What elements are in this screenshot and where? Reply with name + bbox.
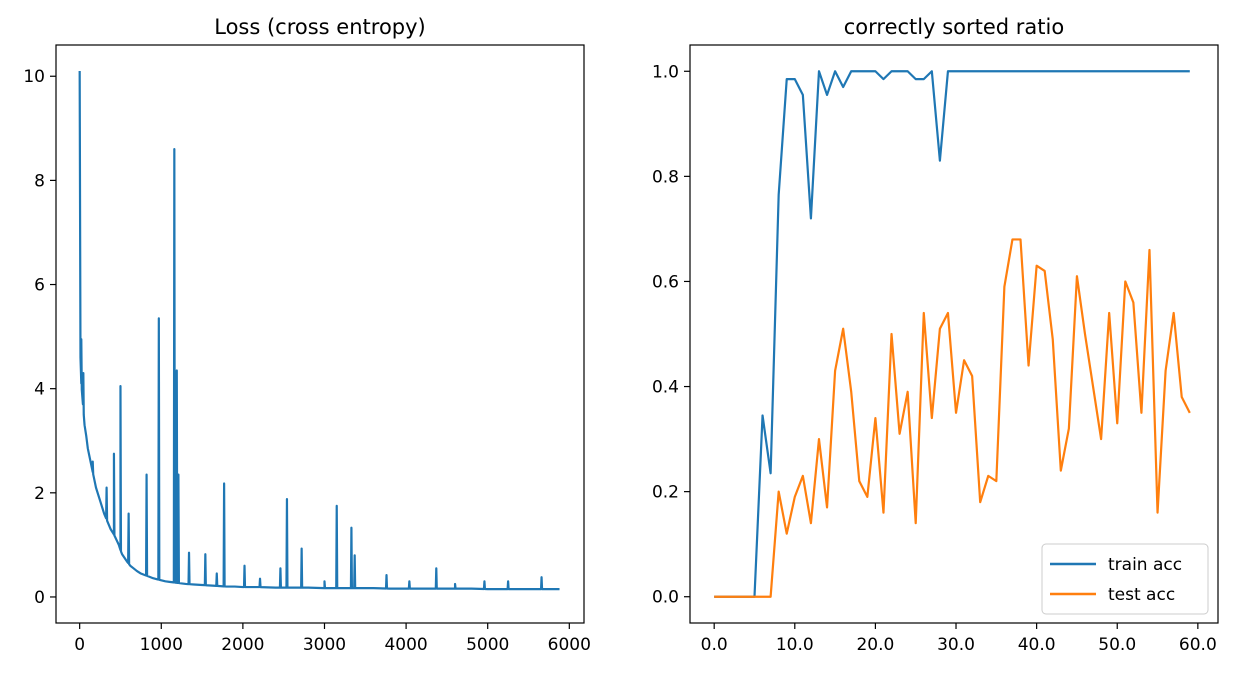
accuracy-x-tick-label: 50.0 <box>1098 635 1136 655</box>
accuracy-x-tick-label: 0.0 <box>701 635 728 655</box>
legend-box <box>1041 543 1209 615</box>
legend: train acc test acc <box>1041 543 1209 615</box>
accuracy-y-tick-label: 0.6 <box>652 272 679 292</box>
accuracy-y-tick-label: 0.8 <box>652 167 679 187</box>
series-line-test-acc <box>714 238 1191 598</box>
loss-y-tick-label: 10 <box>23 67 45 87</box>
loss-y-tick-label: 8 <box>34 171 45 191</box>
accuracy-x-tick-label: 10.0 <box>776 635 814 655</box>
loss-x-tick-label: 6000 <box>548 635 591 655</box>
accuracy-x-tick-label: 40.0 <box>1018 635 1056 655</box>
loss-y-tick-label: 6 <box>34 276 45 296</box>
legend-label-train-acc: train acc <box>1108 555 1182 575</box>
accuracy-y-tick-label: 0.4 <box>652 378 679 398</box>
loss-plot-area: 0 1000 2000 3000 4000 5000 6000 0 2 4 6 8 10 <box>23 67 591 655</box>
accuracy-chart: correctly sorted ratio 0.0 10.0 20.0 30.0 40… <box>652 15 1219 655</box>
accuracy-y-tick-label: 0.2 <box>652 483 679 503</box>
legend-label-test-acc: test acc <box>1108 585 1175 605</box>
accuracy-x-tick-label: 60.0 <box>1179 635 1217 655</box>
loss-x-tick-label: 5000 <box>466 635 509 655</box>
loss-y-tick-label: 4 <box>34 380 45 400</box>
accuracy-chart-title: correctly sorted ratio <box>844 15 1064 39</box>
loss-x-tick-label: 0 <box>74 635 85 655</box>
loss-y-tick-label: 0 <box>34 588 45 608</box>
loss-chart-title: Loss (cross entropy) <box>214 15 426 39</box>
loss-x-tick-label: 4000 <box>384 635 427 655</box>
accuracy-x-tick-label: 30.0 <box>937 635 975 655</box>
loss-y-tick-label: 2 <box>34 484 45 504</box>
loss-x-tick-label: 3000 <box>303 635 346 655</box>
accuracy-y-tick-label: 1.0 <box>652 62 679 82</box>
accuracy-y-tick-label: 0.0 <box>652 588 679 608</box>
accuracy-x-tick-label: 20.0 <box>856 635 894 655</box>
loss-axes-frame <box>55 44 585 624</box>
accuracy-axes-frame <box>689 44 1219 624</box>
accuracy-plot-area: 0.0 10.0 20.0 30.0 40.0 50.0 60.0 0.0 0.2 0.4 0.6 0… <box>652 62 1217 655</box>
loss-x-tick-label: 1000 <box>140 635 183 655</box>
loss-x-tick-label: 2000 <box>221 635 264 655</box>
series-line-train-acc <box>714 70 1190 598</box>
loss-chart: Loss (cross entropy) 0 1000 2000 3000 4000 50… <box>23 15 591 655</box>
series-line-loss <box>78 71 560 591</box>
